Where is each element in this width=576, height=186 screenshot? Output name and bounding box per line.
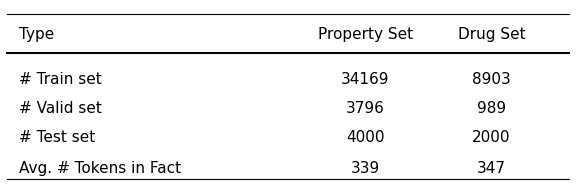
Text: 347: 347 [477, 161, 506, 176]
Text: # Test set: # Test set [18, 130, 95, 145]
Text: Drug Set: Drug Set [458, 27, 525, 42]
Text: 3796: 3796 [346, 101, 385, 116]
Text: # Valid set: # Valid set [18, 101, 101, 116]
Text: 4000: 4000 [346, 130, 385, 145]
Text: Property Set: Property Set [318, 27, 413, 42]
Text: 34169: 34169 [341, 72, 389, 87]
Text: # Train set: # Train set [18, 72, 101, 87]
Text: 8903: 8903 [472, 72, 511, 87]
Text: Avg. # Tokens in Fact: Avg. # Tokens in Fact [18, 161, 181, 176]
Text: 2000: 2000 [472, 130, 511, 145]
Text: 989: 989 [477, 101, 506, 116]
Text: Type: Type [18, 27, 54, 42]
Text: 339: 339 [351, 161, 380, 176]
